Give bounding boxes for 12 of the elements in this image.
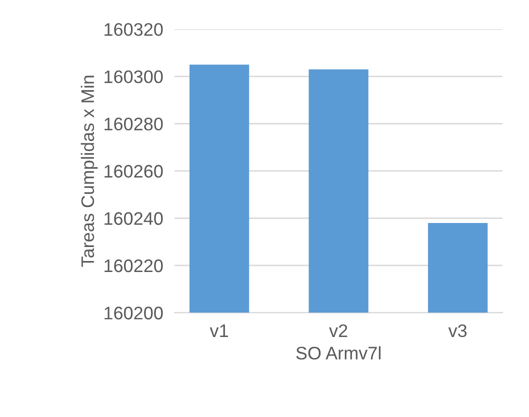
x-tick-label: v3 — [448, 324, 467, 338]
y-tick-label: 160320 — [104, 23, 163, 36]
y-tick-label: 160280 — [104, 118, 163, 130]
x-tick-label: v1 — [210, 324, 228, 337]
x-axis-title: SO Armv7l — [296, 346, 380, 360]
y-tick-label: 160300 — [104, 70, 163, 84]
y-tick-label: 160260 — [104, 164, 163, 178]
x-tick-label: v2 — [329, 324, 348, 337]
y-tick-label: 160200 — [104, 306, 163, 320]
y-axis-title: Tareas Cumplidas x Min — [80, 76, 98, 267]
y-tick-label: 160240 — [104, 212, 163, 225]
y-tick-label: 160220 — [104, 259, 163, 272]
